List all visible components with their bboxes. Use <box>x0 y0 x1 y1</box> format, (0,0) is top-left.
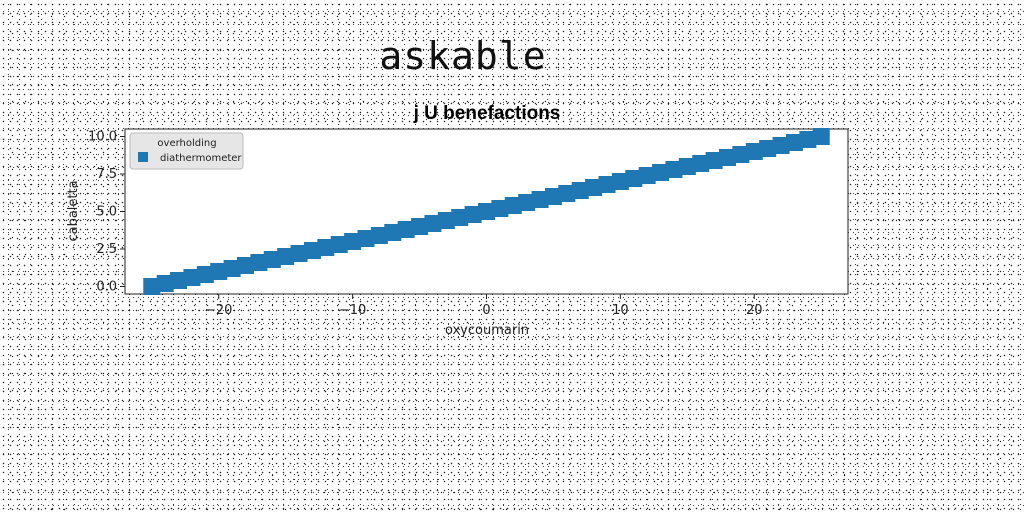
data-point <box>571 182 589 199</box>
legend: overholding diathermometer <box>129 132 244 170</box>
data-point <box>598 176 616 193</box>
data-point <box>223 260 241 277</box>
data-point <box>330 236 348 253</box>
data-point <box>170 272 188 289</box>
data-point <box>745 143 763 160</box>
x-tick-label: −10 <box>339 303 366 318</box>
data-point <box>652 164 670 181</box>
x-axis-label: oxycoumarin <box>445 323 529 338</box>
y-tick-label: 5.0 <box>96 205 117 220</box>
data-point <box>785 134 803 151</box>
y-axis-ticks: 0.0 2.5 5.0 7.5 10.0 <box>88 130 125 295</box>
y-axis-label: cabaletta <box>66 180 81 241</box>
data-point <box>812 128 830 145</box>
x-tick-label: 10 <box>612 303 629 318</box>
y-tick-label: 0.0 <box>96 280 117 295</box>
y-tick-label: 7.5 <box>96 167 117 182</box>
data-point <box>317 239 335 256</box>
legend-title: overholding <box>157 138 216 149</box>
data-point <box>625 170 643 187</box>
data-point <box>290 245 308 262</box>
chart-title: j U benefactions <box>413 103 561 124</box>
data-point <box>478 203 495 220</box>
x-axis-ticks: −20 −10 0 10 20 <box>205 294 763 318</box>
data-point <box>544 188 562 205</box>
data-point <box>638 167 656 184</box>
x-tick-label: 20 <box>746 303 763 318</box>
data-point <box>732 146 750 163</box>
data-point <box>678 158 696 175</box>
data-point <box>504 197 522 214</box>
data-point <box>143 278 161 295</box>
data-point <box>156 275 174 292</box>
data-point <box>772 137 790 154</box>
legend-box <box>129 132 244 170</box>
data-point <box>719 149 736 166</box>
data-point <box>183 269 201 286</box>
data-point <box>424 215 442 232</box>
data-point <box>263 251 281 268</box>
data-point <box>518 194 536 211</box>
data-point <box>277 248 295 265</box>
y-tick-label: 10.0 <box>88 130 117 145</box>
data-point <box>196 266 214 283</box>
x-tick-label: −20 <box>205 303 232 318</box>
data-point <box>611 173 629 190</box>
data-point <box>437 212 455 229</box>
data-point <box>451 209 469 226</box>
page-title: askable <box>379 34 547 78</box>
data-point <box>759 140 777 157</box>
data-point <box>665 161 683 178</box>
data-point <box>237 257 254 274</box>
data-point <box>531 191 549 208</box>
data-point <box>370 227 388 244</box>
legend-entry-label: diathermometer <box>160 153 242 164</box>
data-point <box>250 254 268 271</box>
data-point <box>397 221 415 238</box>
data-point <box>491 200 509 217</box>
y-tick-label: 2.5 <box>96 242 117 257</box>
data-point <box>411 218 429 235</box>
data-point <box>799 131 817 148</box>
data-points <box>143 128 830 295</box>
data-point <box>344 233 362 250</box>
data-point <box>384 224 402 241</box>
data-point <box>705 152 723 169</box>
data-point <box>464 206 482 223</box>
data-point <box>692 155 710 172</box>
legend-marker <box>138 152 148 162</box>
data-point <box>585 179 603 196</box>
data-point <box>210 263 228 280</box>
data-point <box>558 185 576 202</box>
data-point <box>303 242 321 259</box>
x-tick-label: 0 <box>482 303 490 318</box>
data-point <box>357 230 375 247</box>
